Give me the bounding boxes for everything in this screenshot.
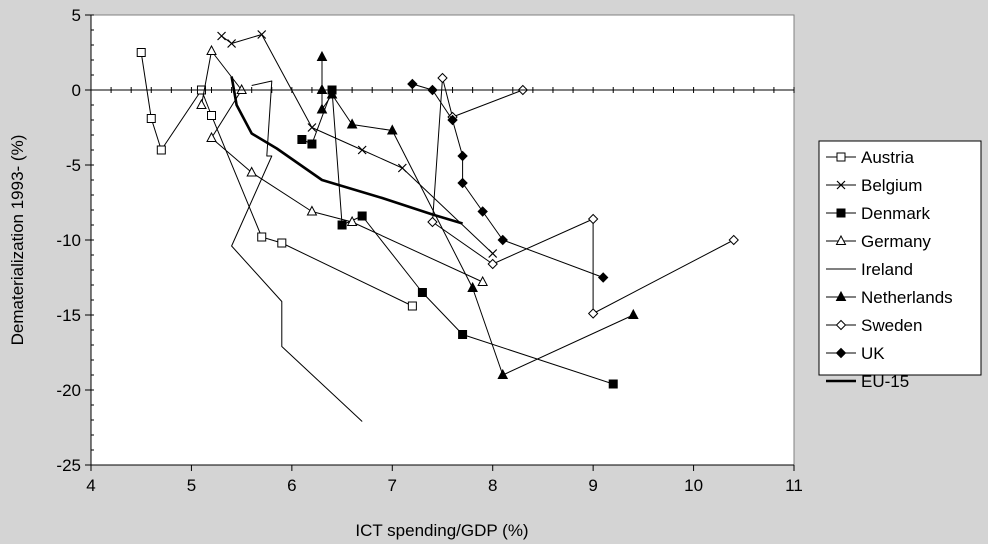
x-tick-label: 7 xyxy=(388,476,397,495)
data-point-austria xyxy=(136,48,146,57)
legend-marker-uk xyxy=(835,347,847,359)
legend-marker-germany xyxy=(835,234,847,245)
data-point-denmark xyxy=(458,330,468,339)
data-point-uk xyxy=(477,206,488,217)
legend-marker-denmark xyxy=(836,208,846,218)
legend-label-denmark: Denmark xyxy=(861,204,930,223)
series-line-uk xyxy=(412,83,604,278)
data-point-belgium xyxy=(488,249,498,258)
data-point-sweden xyxy=(487,258,498,270)
series-line-sweden xyxy=(432,77,734,314)
legend-marker-austria xyxy=(836,152,846,162)
data-point-uk xyxy=(597,272,609,283)
data-point-germany xyxy=(346,215,358,226)
x-tick-label: 10 xyxy=(684,476,703,495)
legend-label-belgium: Belgium xyxy=(861,176,922,195)
y-tick-label: 5 xyxy=(72,6,81,25)
data-point-germany xyxy=(246,166,258,177)
y-tick-label: -20 xyxy=(56,381,81,400)
data-point-germany xyxy=(206,44,217,55)
data-point-denmark xyxy=(608,379,618,389)
y-tick-label: -10 xyxy=(56,231,81,250)
data-point-belgium xyxy=(397,163,407,173)
data-point-netherlands xyxy=(326,88,338,99)
data-point-denmark xyxy=(417,288,427,297)
data-point-uk xyxy=(457,150,468,162)
data-point-belgium xyxy=(217,31,226,41)
x-tick-label: 4 xyxy=(86,476,95,495)
y-tick-label: -25 xyxy=(56,456,81,475)
data-point-denmark xyxy=(297,135,307,144)
data-point-netherlands xyxy=(316,50,328,61)
data-point-denmark xyxy=(337,220,347,230)
x-axis-title: ICT spending/GDP (%) xyxy=(355,521,528,540)
series-line-ireland xyxy=(231,80,363,422)
legend-label-germany: Germany xyxy=(861,232,931,251)
legend-label-sweden: Sweden xyxy=(861,316,922,335)
legend-box xyxy=(818,140,982,376)
legend-label-uk: UK xyxy=(861,344,885,363)
data-point-netherlands xyxy=(467,281,478,292)
data-point-belgium xyxy=(227,39,237,48)
data-point-netherlands xyxy=(497,368,509,379)
legend-label-austria: Austria xyxy=(861,148,914,167)
data-point-germany xyxy=(477,275,489,286)
data-point-germany xyxy=(206,131,217,142)
data-point-austria xyxy=(277,238,287,248)
legend-marker-sweden xyxy=(835,319,847,331)
x-tick-label: 6 xyxy=(287,476,296,495)
data-point-germany xyxy=(196,98,207,109)
data-point-austria xyxy=(257,232,267,242)
data-point-sweden xyxy=(587,213,599,225)
x-tick-label: 11 xyxy=(785,476,803,495)
y-tick-label: -15 xyxy=(56,306,81,325)
axes-layer: 5 0 -5 -10 -15 -20 -25 4 5 6 7 8 9 10 11 xyxy=(56,6,802,495)
x-tick-label: 8 xyxy=(488,476,497,495)
y-tick-label: 0 xyxy=(72,81,81,100)
data-point-austria xyxy=(207,111,217,120)
data-point-sweden xyxy=(728,234,739,246)
data-point-belgium xyxy=(357,145,367,155)
data-point-belgium xyxy=(257,30,267,39)
legend-label-eu-15: EU-15 xyxy=(861,372,909,391)
data-point-denmark xyxy=(307,139,317,149)
legend: Austria Belgium Denmark Germany Ireland Nethe… xyxy=(818,140,982,391)
data-point-austria xyxy=(146,114,156,123)
x-tick-label: 9 xyxy=(588,476,597,495)
data-point-sweden xyxy=(427,216,438,228)
data-point-netherlands xyxy=(346,118,358,129)
series-layer xyxy=(136,30,739,422)
data-point-denmark xyxy=(357,211,367,221)
x-tick-label: 5 xyxy=(187,476,196,495)
data-point-germany xyxy=(306,205,318,216)
data-point-uk xyxy=(497,234,508,246)
data-point-netherlands xyxy=(386,124,398,135)
legend-label-netherlands: Netherlands xyxy=(861,288,953,307)
data-point-netherlands xyxy=(316,103,328,114)
data-point-netherlands xyxy=(316,83,328,94)
legend-marker-netherlands xyxy=(835,290,847,301)
series-line-germany xyxy=(201,50,483,283)
data-point-uk xyxy=(447,114,458,126)
data-point-austria xyxy=(407,301,417,311)
data-point-sweden xyxy=(437,72,448,84)
data-point-netherlands xyxy=(627,308,639,319)
legend-label-ireland: Ireland xyxy=(861,260,913,279)
data-point-uk xyxy=(457,177,468,189)
data-point-belgium xyxy=(307,123,317,132)
legend-marker-belgium xyxy=(836,180,846,190)
y-axis-title: Dematerialization 1993- (%) xyxy=(8,135,27,346)
series-line-eu-15 xyxy=(230,76,463,225)
data-point-sweden xyxy=(587,308,599,319)
y-tick-label: -5 xyxy=(66,156,81,175)
data-point-austria xyxy=(156,145,166,155)
data-point-germany xyxy=(236,83,247,94)
